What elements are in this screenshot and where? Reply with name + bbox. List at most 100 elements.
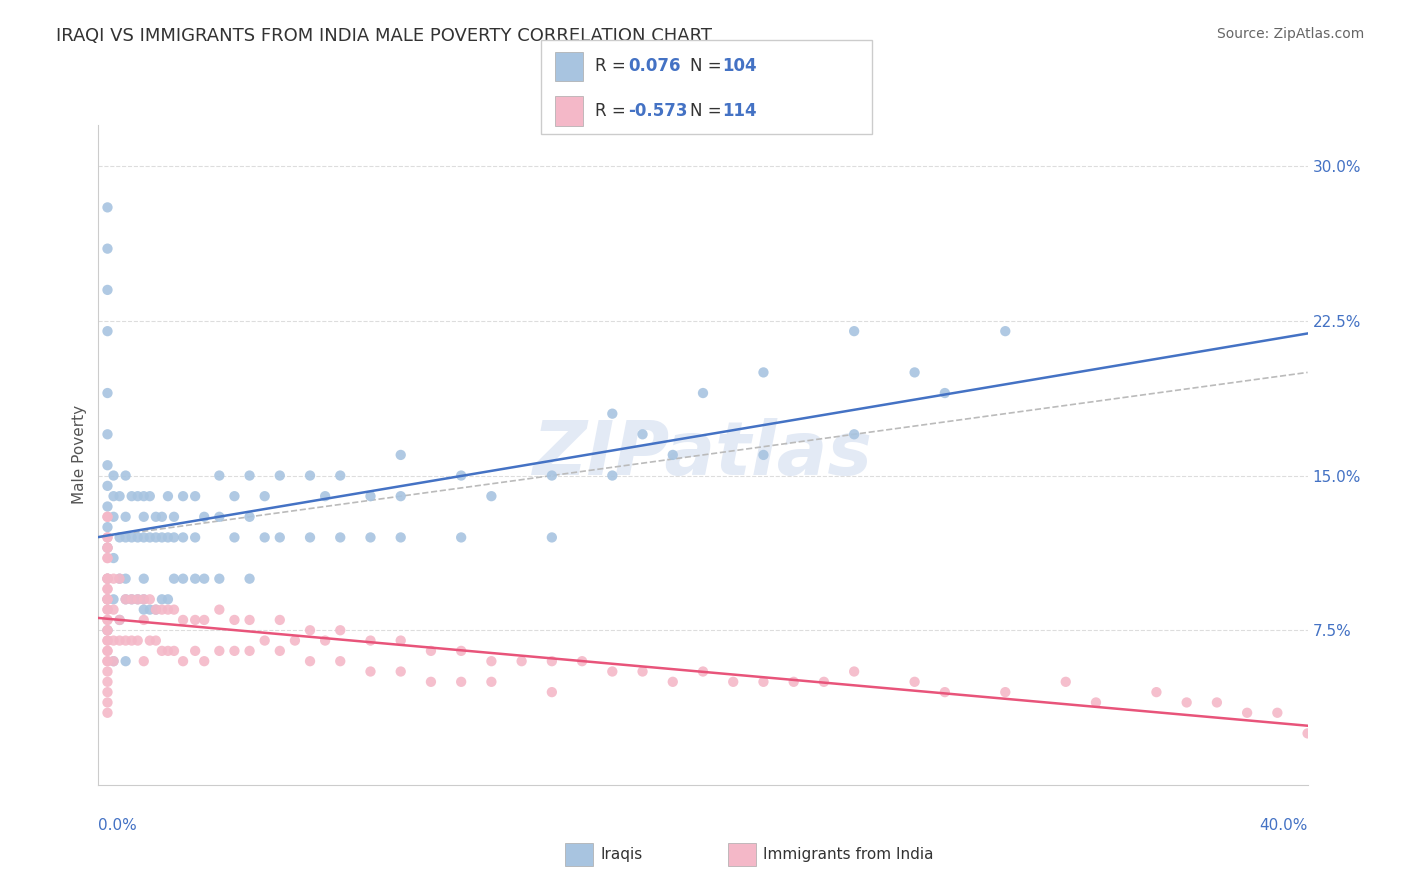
Point [103, 654, 125, 668]
Point [121, 592, 143, 607]
Point [184, 572, 207, 586]
Point [163, 572, 186, 586]
Point [114, 592, 136, 607]
Point [96, 458, 118, 473]
Point [96, 572, 118, 586]
Point [96, 696, 118, 710]
Point [96, 633, 118, 648]
Point [389, 448, 412, 462]
Point [156, 489, 179, 503]
Point [96, 201, 118, 215]
Point [145, 509, 167, 524]
Point [108, 572, 131, 586]
Point [208, 644, 231, 658]
Point [193, 654, 215, 668]
Point [96, 644, 118, 658]
Point [96, 551, 118, 566]
Point [239, 644, 262, 658]
Point [844, 324, 866, 338]
Point [132, 592, 155, 607]
Point [662, 448, 685, 462]
Point [994, 324, 1017, 338]
Text: -0.573: -0.573 [628, 102, 688, 120]
Point [208, 509, 231, 524]
Point [904, 674, 927, 689]
Point [127, 489, 149, 503]
Point [96, 706, 118, 720]
Point [96, 685, 118, 699]
Point [420, 644, 443, 658]
Point [314, 489, 336, 503]
Point [481, 654, 503, 668]
Point [631, 665, 654, 679]
Point [163, 509, 186, 524]
Text: N =: N = [690, 102, 727, 120]
Point [540, 468, 562, 483]
Point [96, 602, 118, 616]
Point [139, 592, 162, 607]
Point [239, 613, 262, 627]
Point [96, 613, 118, 627]
Point [114, 633, 136, 648]
Point [121, 489, 143, 503]
Point [163, 602, 186, 616]
Point [662, 674, 685, 689]
Point [96, 541, 118, 555]
Point [145, 530, 167, 544]
Text: 0.0%: 0.0% [98, 818, 138, 833]
Point [934, 386, 956, 401]
Point [163, 530, 186, 544]
Point [156, 602, 179, 616]
Point [132, 572, 155, 586]
Point [269, 530, 291, 544]
Point [329, 624, 352, 638]
Point [96, 572, 118, 586]
Point [172, 613, 194, 627]
Point [156, 530, 179, 544]
Point [127, 592, 149, 607]
Point [145, 602, 167, 616]
Point [103, 489, 125, 503]
Point [150, 530, 173, 544]
Point [389, 665, 412, 679]
Point [752, 366, 775, 380]
Point [284, 633, 307, 648]
Point [96, 665, 118, 679]
Point [172, 489, 194, 503]
Point [132, 613, 155, 627]
Point [114, 654, 136, 668]
Point [96, 674, 118, 689]
Point [540, 654, 562, 668]
Text: R =: R = [595, 57, 631, 76]
Text: R =: R = [595, 102, 631, 120]
Point [184, 644, 207, 658]
Point [96, 624, 118, 638]
Point [1085, 696, 1108, 710]
Point [96, 592, 118, 607]
Point [299, 530, 322, 544]
Point [150, 592, 173, 607]
Point [108, 489, 131, 503]
Point [420, 674, 443, 689]
Point [208, 468, 231, 483]
Point [360, 489, 382, 503]
Point [96, 541, 118, 555]
Point [139, 530, 162, 544]
Text: 0.076: 0.076 [628, 57, 681, 76]
Point [121, 633, 143, 648]
Point [132, 592, 155, 607]
Text: Iraqis: Iraqis [600, 847, 643, 862]
Point [96, 582, 118, 596]
Point [329, 468, 352, 483]
Point [103, 654, 125, 668]
Point [481, 489, 503, 503]
Point [145, 633, 167, 648]
Point [510, 654, 533, 668]
Point [571, 654, 593, 668]
Point [121, 530, 143, 544]
Point [108, 572, 131, 586]
Point [389, 530, 412, 544]
Point [783, 674, 806, 689]
Point [269, 613, 291, 627]
Point [132, 509, 155, 524]
